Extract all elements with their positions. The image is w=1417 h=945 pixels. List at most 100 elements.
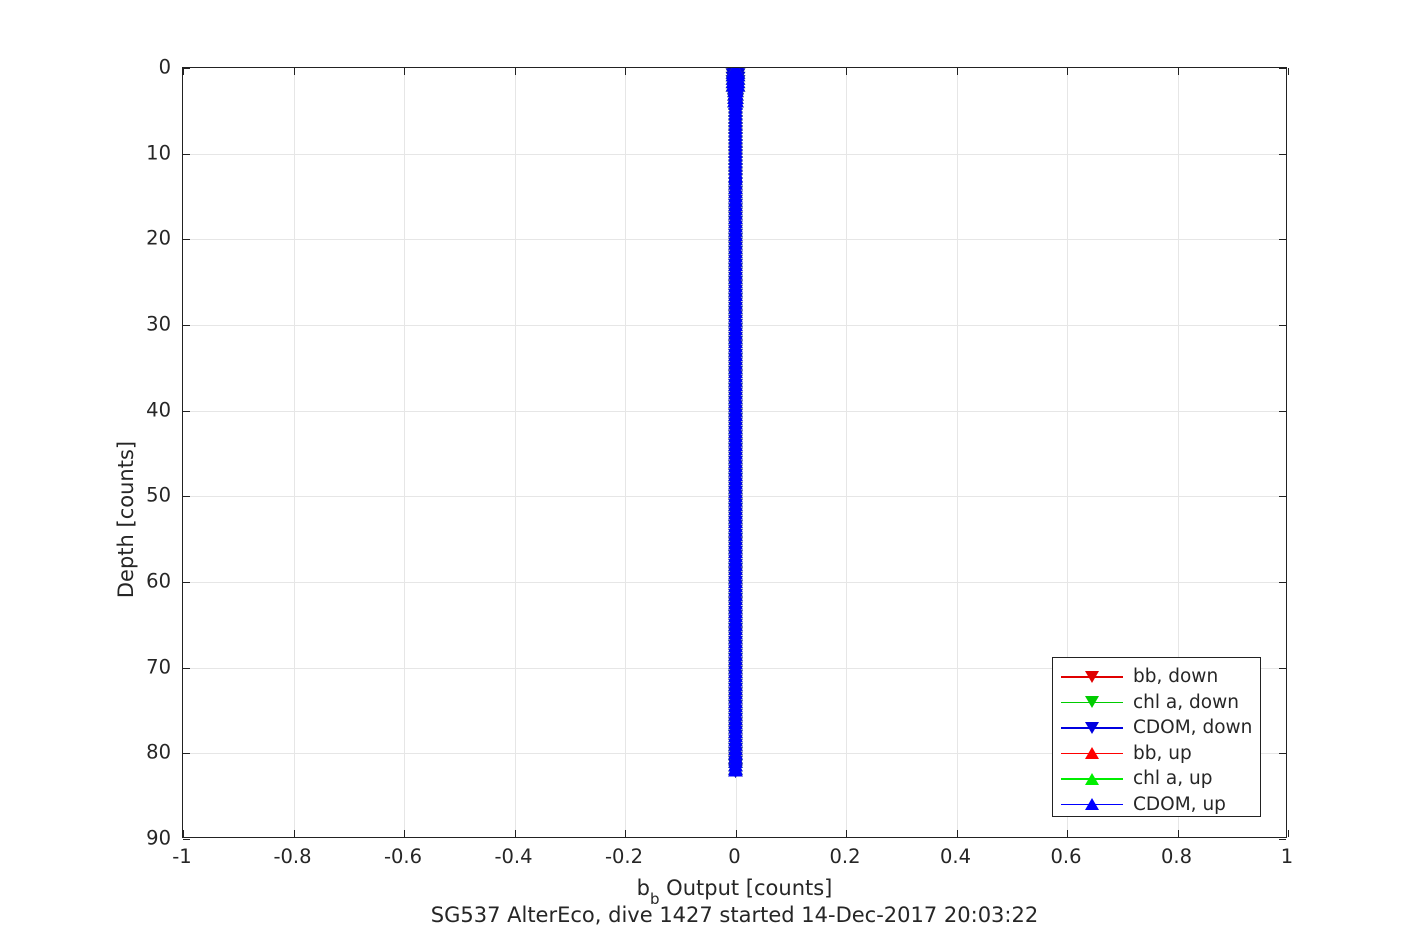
y-tick <box>183 325 190 326</box>
y-tick-label: 70 <box>146 655 171 679</box>
y-tick <box>183 496 190 498</box>
legend-sample <box>1061 692 1123 712</box>
y-tick-label: 90 <box>146 826 171 850</box>
x-tick <box>846 830 847 837</box>
gridline-horizontal <box>183 325 1286 326</box>
x-tick-label: 0.8 <box>1160 845 1193 868</box>
y-tick <box>183 839 190 840</box>
x-tick-label: 0 <box>728 845 741 868</box>
y-tick-label: 30 <box>146 312 171 336</box>
x-tick <box>514 830 516 837</box>
gridline-horizontal <box>183 496 1286 498</box>
gridline-vertical <box>404 68 405 837</box>
legend-item[interactable]: chl a, up <box>1053 766 1260 792</box>
gridline-vertical <box>514 68 516 837</box>
x-tick-top <box>846 68 847 75</box>
gridline-horizontal <box>183 239 1286 241</box>
legend-sample <box>1061 667 1123 687</box>
legend-sample <box>1061 794 1123 814</box>
gridline-vertical <box>293 68 295 837</box>
y-tick <box>183 239 190 241</box>
y-tick-label: 20 <box>146 226 171 250</box>
legend-label: CDOM, down <box>1133 717 1253 739</box>
gridline-vertical <box>625 68 626 837</box>
y-axis-label-container: Depth [counts] <box>112 67 140 838</box>
y-tick-label: 80 <box>146 740 171 764</box>
gridline-vertical <box>956 68 958 837</box>
y-tick <box>183 667 190 669</box>
y-tick-label: 40 <box>146 398 171 422</box>
triangle-down-icon <box>1085 696 1099 709</box>
legend[interactable]: bb, down chl a, down CDOM, down bb, up chl a… <box>1052 657 1261 817</box>
legend-label: chl a, up <box>1133 768 1213 790</box>
y-tick-right <box>1279 68 1286 69</box>
y-tick-right <box>1279 325 1286 326</box>
x-tick-label: 0.6 <box>1050 845 1082 868</box>
legend-item[interactable]: CDOM, down <box>1053 715 1260 741</box>
x-tick <box>183 830 184 837</box>
x-tick <box>625 830 626 837</box>
y-tick-label: 50 <box>146 483 171 507</box>
legend-label: chl a, down <box>1133 691 1239 713</box>
x-tick-top <box>1067 68 1068 75</box>
x-tick-label: -0.8 <box>273 845 312 868</box>
x-tick-top <box>514 68 516 75</box>
gridline-horizontal <box>183 582 1286 583</box>
x-axis-label-text: Output [counts] <box>666 876 833 900</box>
x-tick-label: -1 <box>172 845 192 868</box>
y-tick <box>183 753 190 755</box>
y-tick-right <box>1279 582 1286 583</box>
x-axis-label-symbol: b <box>636 876 650 900</box>
x-tick-top <box>404 68 405 75</box>
gridline-horizontal <box>183 153 1286 155</box>
y-tick-label: 10 <box>146 141 171 165</box>
legend-label: CDOM, up <box>1133 793 1226 815</box>
triangle-up-icon <box>1085 798 1099 811</box>
legend-label: bb, up <box>1133 742 1192 764</box>
gridline-vertical <box>1177 68 1179 837</box>
x-tick-label: 1 <box>1280 845 1294 868</box>
y-tick-label: 60 <box>146 569 171 593</box>
x-tick <box>404 830 405 837</box>
x-axis-label: bb Output [counts] <box>182 876 1287 908</box>
legend-label: bb, down <box>1133 666 1219 688</box>
triangle-up-icon <box>1085 747 1099 760</box>
y-tick <box>183 582 190 583</box>
legend-sample <box>1061 718 1123 738</box>
y-tick <box>183 68 190 69</box>
legend-item[interactable]: bb, up <box>1053 741 1260 767</box>
x-tick <box>956 830 958 837</box>
x-tick-label: -0.6 <box>383 845 423 868</box>
x-tick <box>1177 830 1179 837</box>
y-tick-right <box>1279 153 1286 155</box>
triangle-down-icon <box>1085 670 1099 683</box>
gridline-vertical <box>846 68 847 837</box>
x-axis-label-subscript: b <box>649 890 660 909</box>
legend-item[interactable]: bb, down <box>1053 664 1260 690</box>
x-tick-top <box>956 68 958 75</box>
y-tick-right <box>1279 239 1286 241</box>
y-tick-right <box>1279 496 1286 498</box>
x-tick <box>1288 830 1289 837</box>
x-tick-top <box>293 68 295 75</box>
x-tick <box>735 830 737 837</box>
y-tick-right <box>1279 839 1286 840</box>
y-tick-right <box>1279 667 1286 669</box>
gridline-vertical <box>1067 68 1068 837</box>
gridline-horizontal <box>183 410 1286 412</box>
y-axis-label: Depth [counts] <box>114 440 138 599</box>
legend-sample <box>1061 743 1123 763</box>
x-tick-label: -0.4 <box>494 845 533 868</box>
legend-item[interactable]: CDOM, up <box>1053 792 1260 818</box>
legend-item[interactable]: chl a, down <box>1053 690 1260 716</box>
figure-subtitle: SG537 AlterEco, dive 1427 started 14-Dec… <box>430 903 1039 927</box>
legend-sample <box>1061 769 1123 789</box>
x-tick-label: 0.4 <box>939 845 972 868</box>
triangle-down-icon <box>1085 721 1099 734</box>
triangle-up-icon <box>1085 772 1099 785</box>
y-tick-right <box>1279 410 1286 412</box>
y-tick <box>183 410 190 412</box>
gridline-vertical <box>735 68 737 837</box>
x-tick-top <box>735 68 737 75</box>
